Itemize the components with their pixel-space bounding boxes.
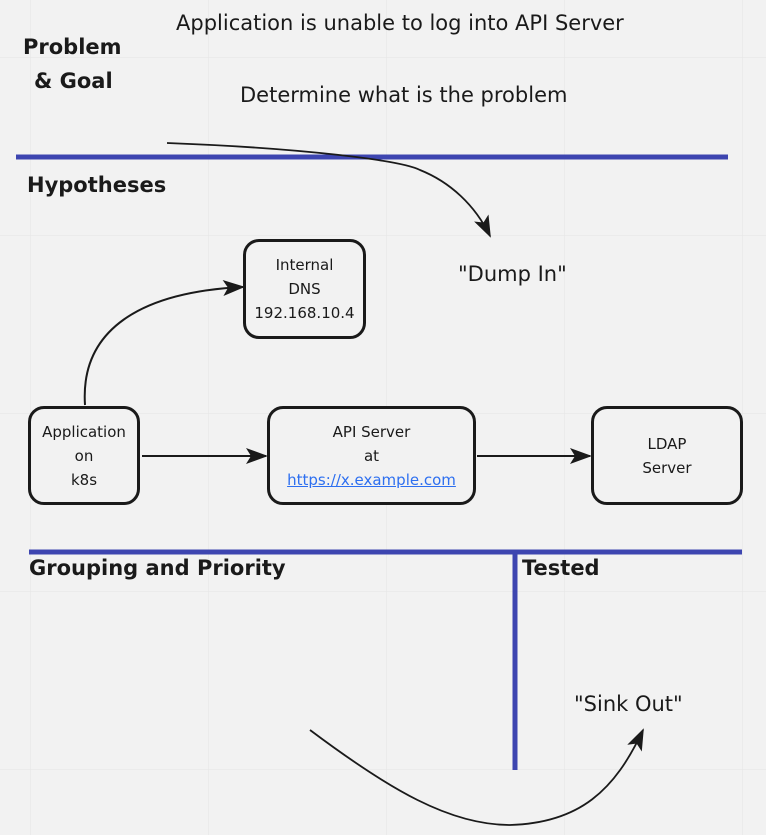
node-api-server[interactable]: API Server at https://x.example.com [267,406,476,505]
node-application[interactable]: Application on k8s [28,406,140,505]
node-text: Server [642,458,692,477]
section-label: & Goal [34,69,113,93]
node-text: 192.168.10.4 [254,304,355,322]
node-text: Internal [275,256,334,274]
node-text: LDAP [647,434,687,453]
sink-out-arrow [309,728,644,826]
dump-in-label[interactable]: "Dump In" [458,262,567,286]
node-text: API Server [332,422,411,441]
section-grouping: Grouping and Priority [29,556,286,580]
node-text: on [74,446,94,465]
node-text: at [363,446,380,465]
section-problem-goal: Problem & Goal [23,30,122,98]
node-text: Application [42,422,126,441]
node-text: DNS [288,280,321,298]
section-hypotheses: Hypotheses [27,173,167,197]
node-text: k8s [70,470,98,489]
section-tested: Tested [522,556,600,580]
app-to-dns-arrow [83,279,245,406]
sink-out-label[interactable]: "Sink Out" [574,692,683,716]
problem-statement[interactable]: Application is unable to log into API Se… [176,11,624,35]
node-internal-dns[interactable]: Internal DNS 192.168.10.4 [243,239,366,339]
section-label: Problem [23,35,122,59]
node-ldap-server[interactable]: LDAP Server [591,406,743,505]
dump-in-arrow [166,142,491,238]
goal-statement[interactable]: Determine what is the problem [240,83,568,107]
api-server-link[interactable]: https://x.example.com [287,470,456,489]
